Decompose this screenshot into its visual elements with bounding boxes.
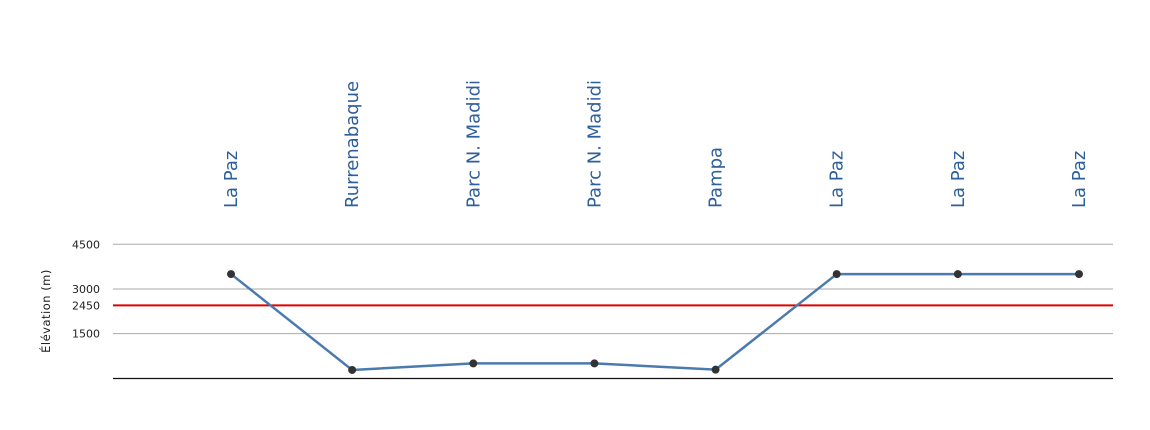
data-point [590,359,599,368]
data-point [711,365,720,374]
y-axis-label: Élévation (m) [38,269,53,353]
category-label: La Paz [948,151,969,208]
y-axis-ticks: 1500 2450 3000 4500 [72,238,100,340]
data-point [1075,270,1083,279]
category-label: La Paz [221,151,242,208]
category-label: Pampa [706,147,727,208]
y-tick-label: 4500 [72,238,100,251]
category-label: La Paz [827,151,848,208]
series-path [230,272,1079,372]
category-label: Rurrenabaque [342,81,363,208]
category-label: La Paz [1069,151,1090,208]
category-labels: La Paz Rurrenabaque Parc N. Madidi Parc N. … [221,80,1090,208]
y-tick-label: 2450 [72,299,100,312]
data-point [469,359,478,368]
category-label: Parc N. Madidi [584,80,605,208]
category-label: Parc N. Madidi [463,80,484,208]
series-line [227,270,1083,374]
y-tick-label: 3000 [72,283,100,296]
y-tick-label: 1500 [72,328,100,341]
gridlines [113,243,1113,335]
data-point [953,270,962,279]
data-point [832,270,841,279]
data-point [348,365,357,374]
data-point [227,270,235,279]
